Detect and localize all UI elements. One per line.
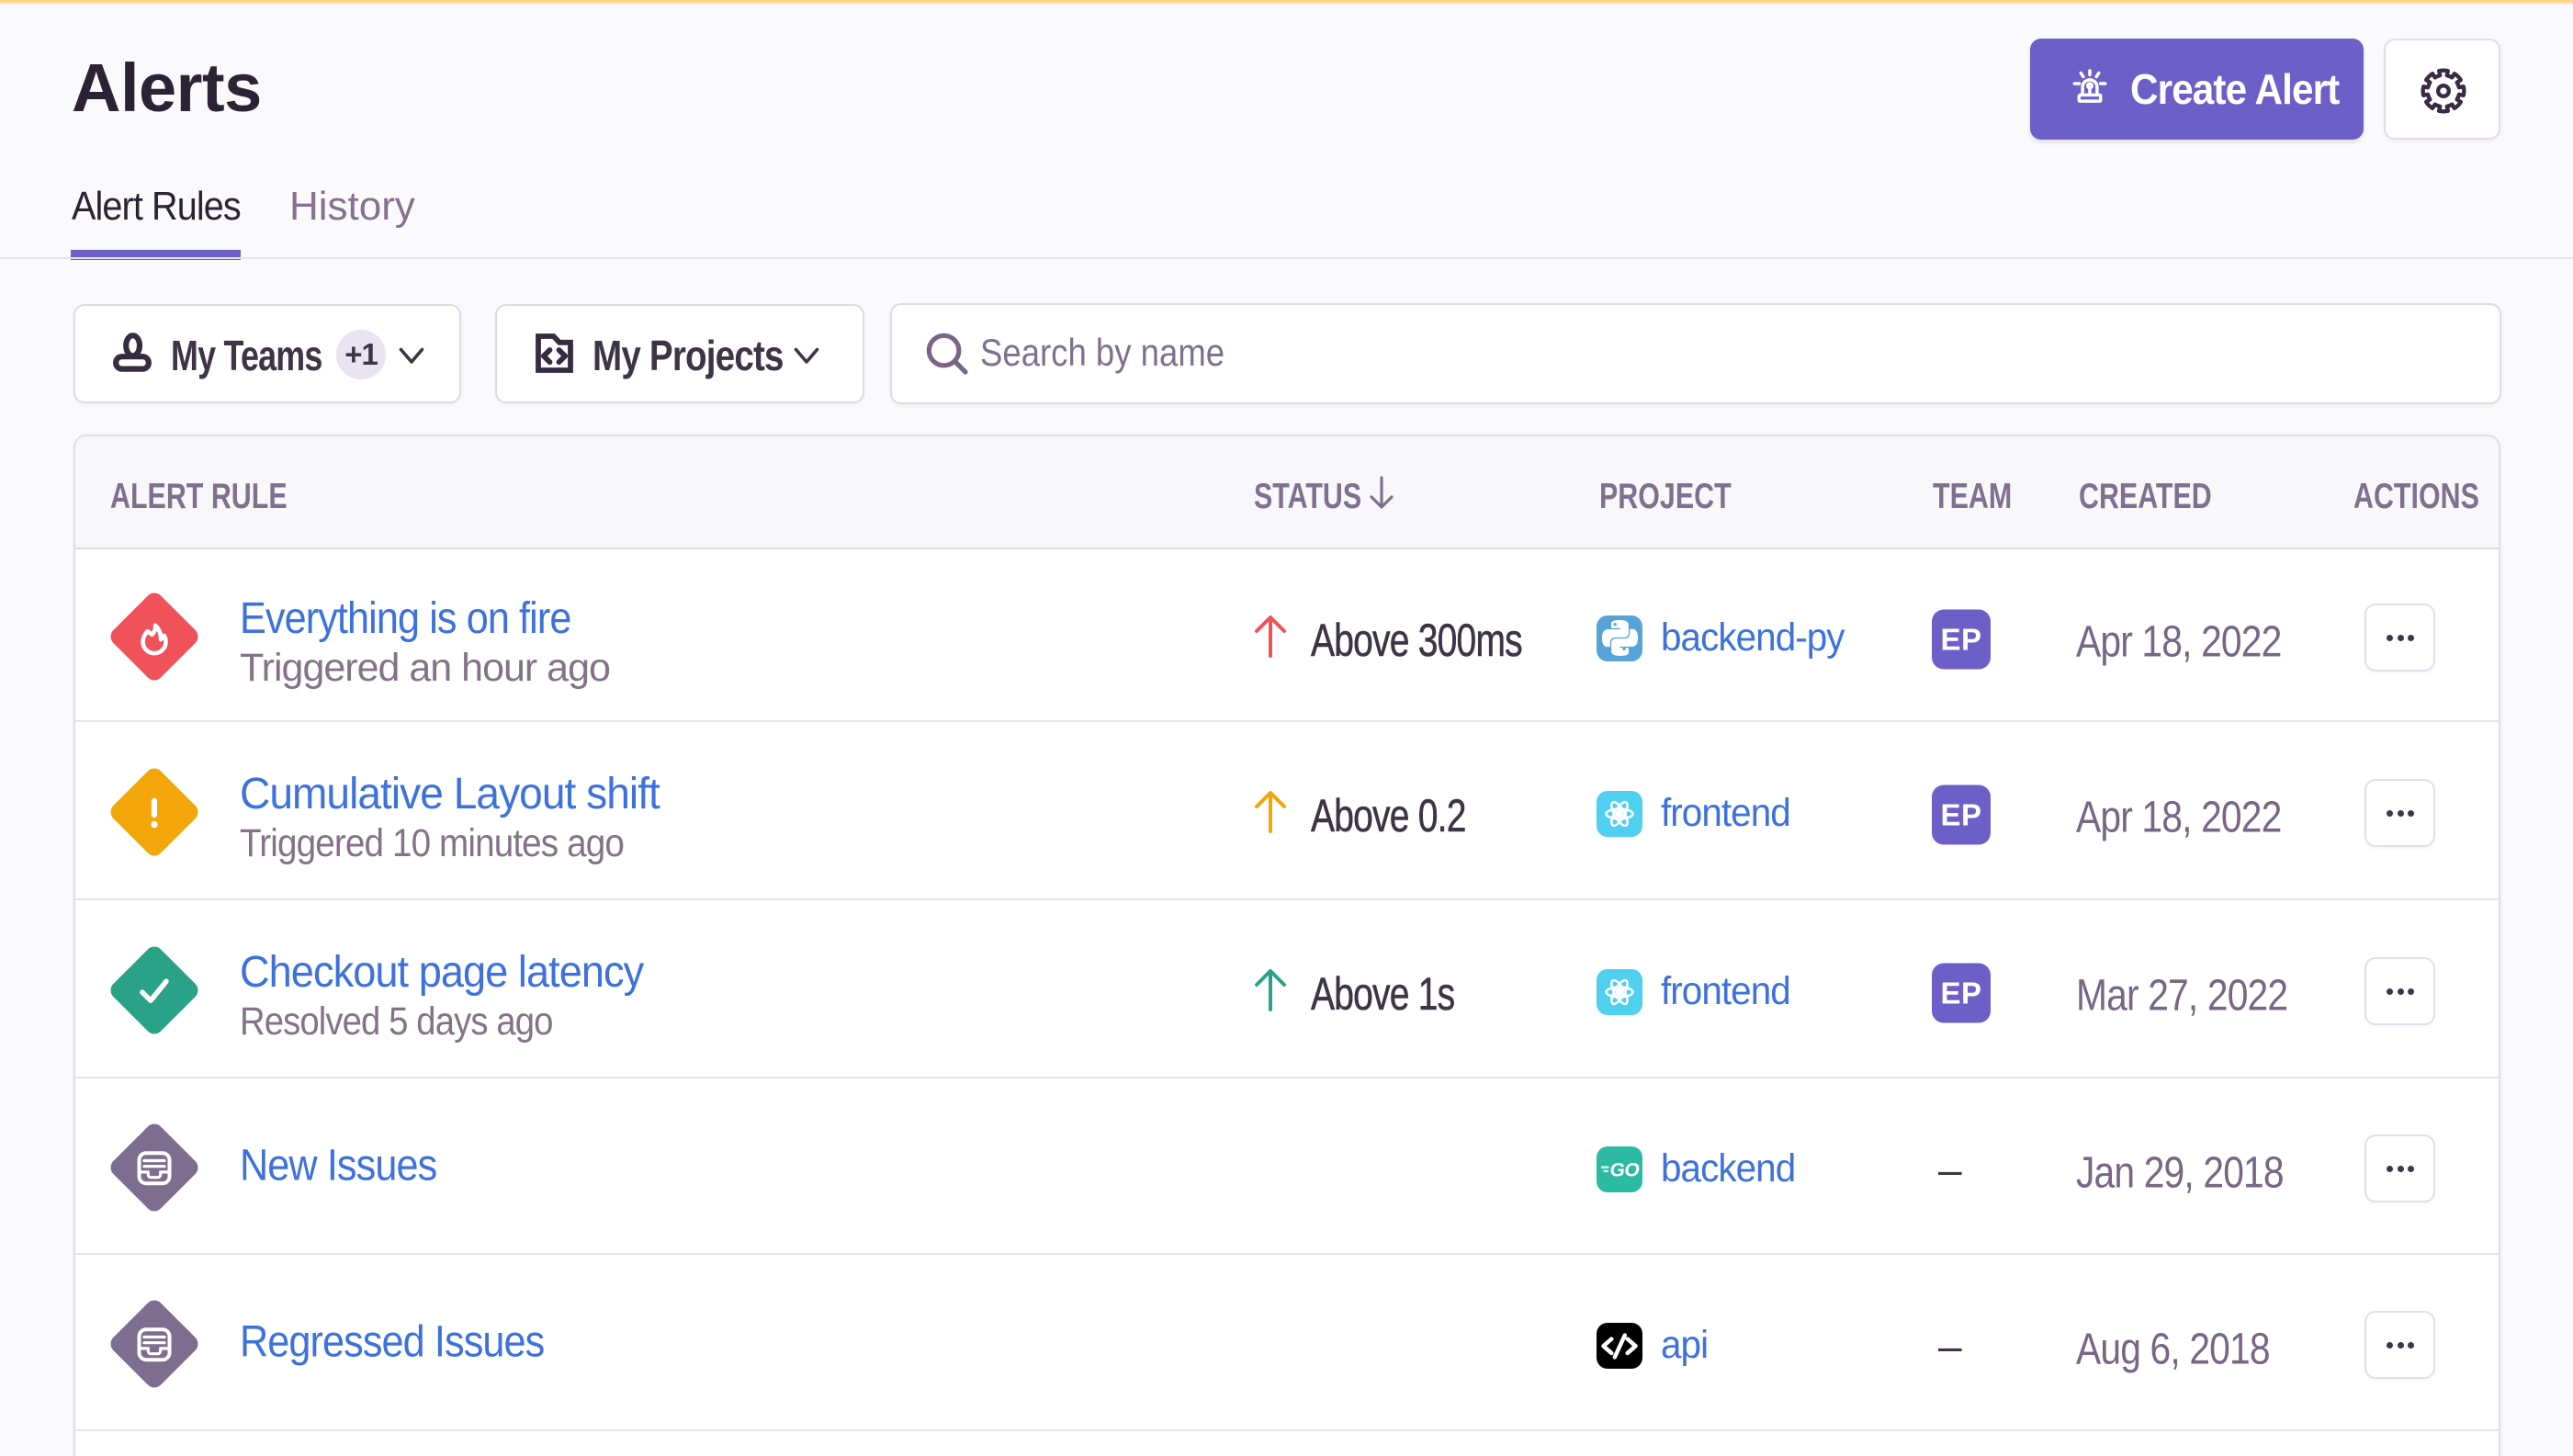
svg-text:GO: GO <box>1610 1160 1640 1181</box>
